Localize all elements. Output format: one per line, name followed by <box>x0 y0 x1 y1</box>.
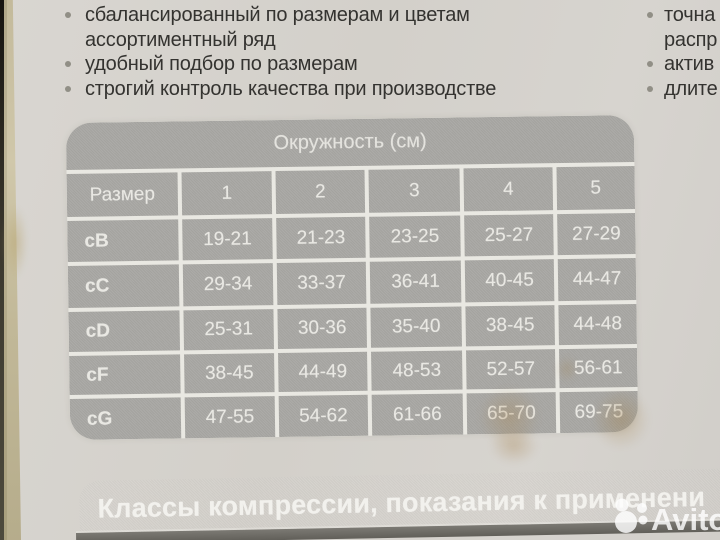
right-column-bullet-list: точна распр актив длите <box>647 3 720 101</box>
bullet-fragment: точна <box>647 3 720 28</box>
table-cell: 29-34 <box>182 263 274 307</box>
column-header-4: 4 <box>463 167 554 212</box>
table-cell: 56-61 <box>559 348 638 389</box>
paper-stain <box>2 205 28 280</box>
bullet-fragment: актив <box>647 52 720 77</box>
table-cell: 69-75 <box>559 391 639 434</box>
column-header-5: 5 <box>556 166 636 211</box>
column-header-1: 1 <box>181 171 273 216</box>
table-cell: 52-57 <box>466 349 556 390</box>
bullet-fragment: распр <box>664 28 718 51</box>
circumference-size-table: Окружность (см) Размер 1 2 3 4 5 cB 19-2… <box>65 115 639 440</box>
column-header-2: 2 <box>275 169 366 215</box>
table-cell: 25-31 <box>183 309 274 351</box>
row-label-cG: cG <box>69 397 182 440</box>
table-cell: 38-45 <box>465 305 555 347</box>
table-cell: 48-53 <box>371 350 463 391</box>
avito-watermark-text: Avito <box>651 502 720 537</box>
table-cell: 44-48 <box>558 304 637 346</box>
bullet-fragment: длите <box>647 77 720 102</box>
row-label-cC: cC <box>67 264 180 308</box>
table-cell: 40-45 <box>464 259 555 303</box>
table-cell: 35-40 <box>370 306 462 348</box>
table-cell: 38-45 <box>184 353 275 394</box>
table-cell: 23-25 <box>369 215 461 258</box>
table-cell: 30-36 <box>277 307 367 350</box>
table-title: Окружность (см) <box>65 115 635 170</box>
table-cell: 21-23 <box>276 216 366 260</box>
table-cell: 19-21 <box>182 218 273 261</box>
feature-bullet-item: строгий контроль качества при производст… <box>65 77 607 102</box>
avito-logo-dots <box>615 498 648 533</box>
feature-bullet-list: сбалансированный по размерам и цветам ас… <box>65 3 607 102</box>
table-cell: 27-29 <box>557 213 636 256</box>
avito-watermark: Avito <box>615 498 720 537</box>
table-cell: 47-55 <box>184 396 276 439</box>
row-label-cF: cF <box>69 354 181 395</box>
table-cell: 36-41 <box>369 260 462 304</box>
feature-bullet-item: сбалансированный по размерам и цветам ас… <box>65 3 607 52</box>
table-cell: 65-70 <box>466 392 557 435</box>
table-cell: 61-66 <box>371 393 464 436</box>
table-cell: 25-27 <box>464 214 554 257</box>
table-cell: 33-37 <box>276 261 367 306</box>
table-cell: 54-62 <box>278 394 369 438</box>
feature-bullet-item: удобный подбор по размерам <box>65 52 607 77</box>
column-header-size: Размер <box>66 172 179 217</box>
table-cell: 44-47 <box>557 258 637 302</box>
row-label-cB: cB <box>67 219 179 262</box>
table-cell: 44-49 <box>278 351 368 393</box>
row-label-cD: cD <box>68 310 181 352</box>
column-header-3: 3 <box>368 168 461 213</box>
